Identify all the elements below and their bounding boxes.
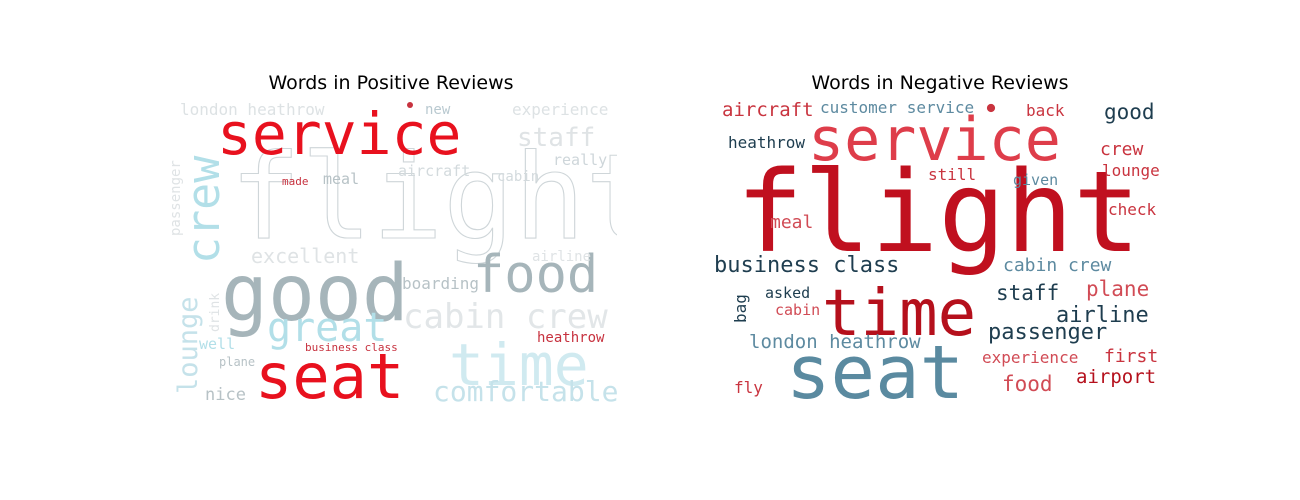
positive-word-excellent: excellent (251, 244, 359, 268)
negative-word-experience: experience (982, 348, 1078, 367)
negative-word-asked: asked (765, 284, 810, 302)
negative-word-customer-service: customer service (820, 98, 974, 117)
negative-word-heathrow: heathrow (728, 133, 805, 152)
negative-word-cabin: cabin (775, 301, 820, 319)
negative-word-time: time (822, 277, 976, 351)
negative-word-london-heathrow: london heathrow (749, 331, 921, 353)
positive-word-flight: flight (230, 128, 617, 266)
positive-word-really: really (553, 151, 607, 169)
negative-word-seat: seat (786, 330, 964, 408)
positive-word-passenger: passenger (168, 160, 184, 236)
positive-word-service: service (217, 100, 461, 168)
negative-word-good: good (1104, 100, 1155, 124)
positive-word-seat: seat (255, 340, 404, 408)
negative-word-plane: plane (1086, 277, 1149, 301)
negative-word-flight: flight (736, 148, 1141, 278)
positive-word-made: made (282, 175, 309, 188)
negative-word-food: food (1002, 372, 1053, 396)
positive-word-good: good (221, 249, 409, 339)
positive-word-cabin: cabin (497, 169, 539, 185)
positive-word-food: food (473, 245, 598, 305)
negative-word-staff: staff (996, 281, 1059, 305)
positive-word-business-class: business class (305, 341, 398, 354)
negative-word-aircraft: aircraft (722, 99, 814, 121)
negative-word-cabin-crew: cabin crew (1003, 255, 1112, 276)
negative-word-airport: airport (1076, 366, 1156, 388)
negative-word-check: check (1108, 200, 1157, 219)
positive-word-cabin-crew: cabin crew (403, 297, 608, 337)
positive-word-heathrow: heathrow (537, 330, 605, 346)
positive-word-staff: staff (517, 123, 595, 153)
positive-word-experience: experience (512, 100, 608, 119)
negative-word-first: first (1104, 346, 1158, 367)
positive-chart-title: Words in Positive Reviews (268, 72, 514, 94)
negative-word-crew: crew (1100, 139, 1144, 160)
negative-word-still: still (928, 165, 976, 184)
positive-word-drink: drink (208, 293, 223, 332)
negative-word-meal: meal (770, 212, 813, 233)
positive-word-london-heathrow: london heathrow (180, 100, 325, 119)
positive-word-airline: airline (532, 249, 591, 265)
positive-dot-mark (407, 102, 413, 108)
positive-word-new: new (425, 102, 451, 118)
negative-chart-title: Words in Negative Reviews (811, 72, 1069, 94)
negative-word-bag: bag (731, 294, 750, 323)
negative-word-business-class: business class (716, 253, 899, 278)
positive-word-plane: plane (219, 355, 255, 369)
negative-word-given: given (1013, 171, 1058, 189)
negative-word-service: service (808, 105, 1061, 175)
positive-word-nice: nice (205, 385, 246, 405)
positive-word-great: great (267, 305, 387, 351)
positive-word-aircraft: aircraft (398, 162, 470, 180)
negative-word-passenger: passenger (988, 320, 1107, 345)
positive-word-boarding: boarding (402, 274, 479, 293)
positive-word-crew: crew (177, 155, 230, 264)
negative-word-airline: airline (1056, 303, 1149, 328)
negative-word-fly: fly (734, 378, 763, 397)
positive-word-lounge: lounge (173, 296, 204, 394)
positive-word-well: well (199, 335, 235, 353)
positive-word-meal: meal (323, 170, 359, 188)
positive-word-time: time (449, 331, 589, 399)
positive-word-comfortable: comfortable (433, 375, 617, 408)
negative-word-lounge: lounge (1102, 161, 1160, 180)
negative-dot-mark (986, 103, 996, 113)
negative-word-back: back (1026, 101, 1065, 120)
